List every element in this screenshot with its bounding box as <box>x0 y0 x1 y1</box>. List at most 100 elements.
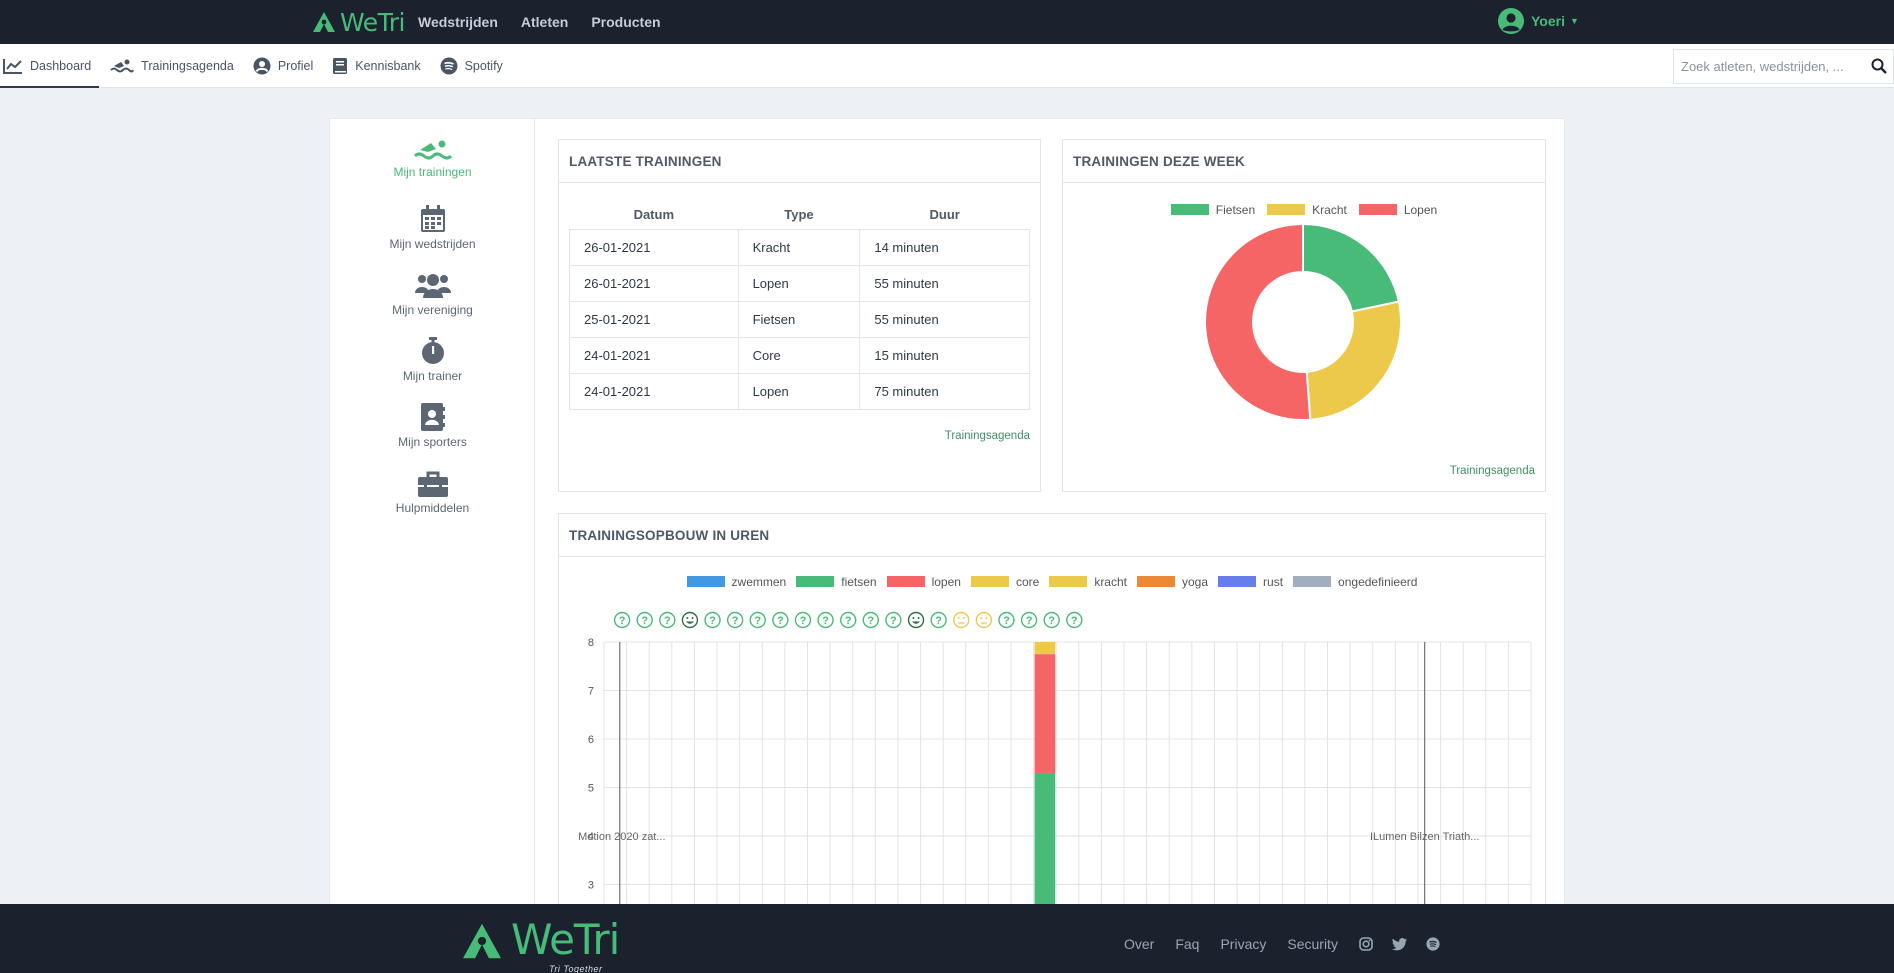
mood-unknown-icon[interactable]: ? <box>998 611 1015 629</box>
latest-trainings-card: LAATSTE TRAININGEN Datum Type Duur 26-01… <box>558 139 1041 492</box>
donut-slice-lopen[interactable] <box>1203 222 1312 421</box>
cell-duration: 75 minuten <box>859 372 1030 410</box>
table-header-row: Datum Type Duur <box>570 200 1030 229</box>
subnav-item-profiel[interactable]: Profiel <box>250 44 321 88</box>
search-icon[interactable] <box>1871 58 1887 79</box>
table-row[interactable]: 24-01-2021 Lopen 75 minuten <box>569 372 1030 410</box>
mood-unknown-icon[interactable]: ? <box>772 611 789 629</box>
footer-link-privacy[interactable]: Privacy <box>1220 936 1267 952</box>
user-menu[interactable]: Yoeri ▼ <box>1497 6 1579 36</box>
mood-neutral-icon[interactable] <box>953 611 970 629</box>
topnav-item-atleten[interactable]: Atleten <box>520 14 569 30</box>
mood-unknown-icon[interactable]: ? <box>862 611 879 629</box>
topnav-item-producten[interactable]: Producten <box>591 14 661 30</box>
footer-link-over[interactable]: Over <box>1124 936 1155 952</box>
mood-unknown-icon[interactable]: ? <box>659 611 676 629</box>
table-row[interactable]: 25-01-2021 Fietsen 55 minuten <box>569 300 1030 338</box>
user-avatar-icon <box>1498 8 1524 34</box>
bar-segment-kracht[interactable] <box>1034 642 1056 655</box>
mood-unknown-icon[interactable]: ? <box>817 611 834 629</box>
mood-neutral-icon[interactable] <box>975 611 993 629</box>
mood-happy-icon[interactable] <box>681 611 699 629</box>
legend-item[interactable]: Lopen <box>1358 203 1437 217</box>
legend-item[interactable]: rust <box>1218 575 1283 589</box>
legend-item[interactable]: ongedefinieerd <box>1293 575 1417 589</box>
sidebar-item-mijn-sporters[interactable]: Mijn sporters <box>330 403 535 449</box>
legend-swatch <box>1358 204 1397 215</box>
instagram-icon[interactable] <box>1359 937 1373 951</box>
sidebar-item-hulpmiddelen[interactable]: Hulpmiddelen <box>330 471 535 515</box>
twitter-icon[interactable] <box>1391 937 1407 951</box>
y-tick-label: 3 <box>588 880 594 892</box>
swimmer-icon <box>110 59 135 73</box>
legend-label: ongedefinieerd <box>1338 574 1418 589</box>
legend-label: core <box>1015 574 1040 589</box>
sidebar-item-mijn-wedstrijden[interactable]: Mijn wedstrijden <box>330 205 535 251</box>
footer-link-security[interactable]: Security <box>1287 936 1338 952</box>
chart-line-icon <box>3 59 22 74</box>
legend-label: fietsen <box>841 574 877 589</box>
svg-text:?: ? <box>845 615 852 627</box>
table-row[interactable]: 24-01-2021 Core 15 minuten <box>569 336 1030 374</box>
svg-text:?: ? <box>754 615 761 627</box>
subnav-item-dashboard[interactable]: Dashboard <box>0 44 100 88</box>
svg-text:?: ? <box>641 615 648 627</box>
footer-links: Over Faq Privacy Security <box>1124 904 1459 973</box>
legend-item[interactable]: fietsen <box>796 574 877 589</box>
mood-happy-icon[interactable] <box>907 611 925 629</box>
sidebar-item-mijn-trainingen[interactable]: Mijn trainingen <box>330 139 535 179</box>
sidebar: Mijn trainingen Mijn wedstrijden <box>330 119 535 907</box>
cell-date: 24-01-2021 <box>569 372 739 410</box>
legend-label: zwemmen <box>731 574 787 589</box>
donut-slice-fietsen[interactable] <box>1302 222 1401 313</box>
wetri-logo-icon <box>313 12 335 32</box>
mood-unknown-icon[interactable]: ? <box>636 611 653 629</box>
legend-item[interactable]: Kracht <box>1267 203 1347 217</box>
mood-unknown-icon[interactable]: ? <box>885 611 902 629</box>
trainingsagenda-link[interactable]: Trainingsagenda <box>1449 465 1535 477</box>
mood-unknown-icon[interactable]: ? <box>704 611 721 629</box>
trainingsagenda-link[interactable]: Trainingsagenda <box>944 430 1030 442</box>
mood-unknown-icon[interactable]: ? <box>1020 611 1038 629</box>
sidebar-item-mijn-trainer[interactable]: Mijn trainer <box>330 337 535 383</box>
top-nav: Wedstrijden Atleten Producten <box>418 0 684 44</box>
table-row[interactable]: 26-01-2021 Lopen 55 minuten <box>569 264 1030 302</box>
sidebar-item-mijn-vereniging[interactable]: Mijn vereniging <box>330 271 535 317</box>
sidebar-item-label: Mijn vereniging <box>392 303 473 317</box>
mood-unknown-icon[interactable]: ? <box>930 611 947 629</box>
sidebar-item-label: Mijn sporters <box>398 435 467 449</box>
column-header-datum: Datum <box>633 206 675 222</box>
legend-item[interactable]: yoga <box>1137 575 1208 589</box>
footer-link-faq[interactable]: Faq <box>1175 936 1200 952</box>
table-row[interactable]: 26-01-2021 Kracht 14 minuten <box>569 228 1030 266</box>
svg-text:?: ? <box>1003 615 1010 627</box>
cell-duration: 14 minuten <box>859 228 1030 266</box>
sidebar-item-label: Mijn trainer <box>402 369 463 383</box>
legend-item[interactable]: core <box>970 574 1040 589</box>
mood-unknown-icon[interactable]: ? <box>794 611 812 629</box>
swimmer-icon <box>413 140 452 160</box>
svg-text:?: ? <box>1048 615 1055 627</box>
spotify-icon[interactable] <box>1426 937 1440 951</box>
mood-unknown-icon[interactable]: ? <box>1066 611 1083 629</box>
mood-unknown-icon[interactable]: ? <box>839 611 857 629</box>
mood-unknown-icon[interactable]: ? <box>1043 611 1060 629</box>
footer: WeTri Tri Together Over Faq Privacy Secu… <box>0 904 1894 973</box>
legend-item[interactable]: zwemmen <box>686 574 787 589</box>
topnav-item-wedstrijden[interactable]: Wedstrijden <box>418 14 498 30</box>
subnav-item-spotify[interactable]: Spotify <box>437 44 511 88</box>
mood-unknown-icon[interactable]: ? <box>726 611 744 629</box>
brand-logo[interactable]: WeTri <box>312 8 405 37</box>
donut-slice-kracht[interactable] <box>1305 300 1402 421</box>
cell-date: 26-01-2021 <box>569 228 739 266</box>
subnav-item-kennisbank[interactable]: Kennisbank <box>329 44 428 88</box>
bar-segment-lopen[interactable] <box>1034 654 1056 773</box>
mood-unknown-icon[interactable]: ? <box>749 611 766 629</box>
bar-segment-fietsen[interactable] <box>1034 772 1056 908</box>
legend-item[interactable]: lopen <box>886 575 961 589</box>
mood-unknown-icon[interactable]: ? <box>613 611 631 629</box>
subnav-item-trainingsagenda[interactable]: Trainingsagenda <box>107 44 242 88</box>
legend-item[interactable]: Fietsen <box>1170 203 1255 217</box>
legend-item[interactable]: kracht <box>1049 575 1127 589</box>
search-input[interactable] <box>1674 59 1859 74</box>
